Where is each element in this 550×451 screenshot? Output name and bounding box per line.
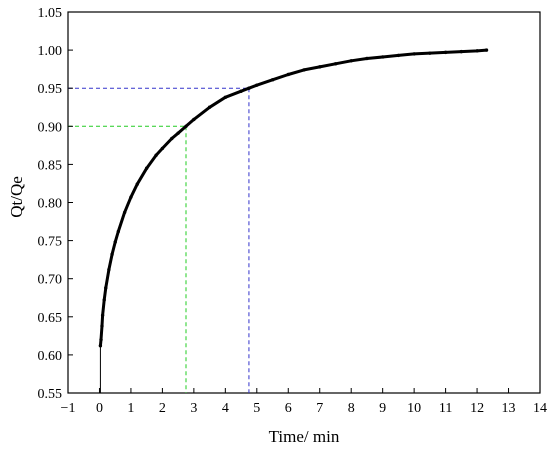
x-tick-label: 8 bbox=[348, 401, 355, 416]
series-line bbox=[98, 48, 488, 348]
x-tick-label: 10 bbox=[407, 401, 421, 416]
data-point bbox=[443, 50, 448, 55]
data-point bbox=[318, 65, 322, 69]
data-point bbox=[475, 49, 479, 53]
data-point bbox=[207, 105, 212, 109]
data-point bbox=[302, 68, 306, 72]
data-point bbox=[412, 52, 416, 56]
data-point bbox=[129, 195, 133, 199]
x-tick-label: 9 bbox=[379, 401, 386, 416]
y-tick-label: 0.55 bbox=[38, 387, 63, 402]
data-point bbox=[98, 344, 103, 348]
data-point bbox=[270, 78, 275, 82]
data-point bbox=[192, 117, 196, 122]
data-point bbox=[176, 131, 180, 135]
x-tick-label: 14 bbox=[533, 401, 547, 416]
data-point bbox=[349, 59, 353, 63]
data-point bbox=[144, 166, 149, 170]
data-point bbox=[247, 86, 251, 90]
data-point bbox=[428, 51, 432, 55]
data-point bbox=[255, 83, 259, 87]
x-tick-label: 12 bbox=[470, 401, 484, 416]
x-tick-label: 11 bbox=[439, 401, 452, 416]
x-tick-label: 2 bbox=[159, 401, 166, 416]
data-point bbox=[459, 49, 464, 54]
y-tick-label: 1.05 bbox=[38, 6, 63, 21]
y-tick-label: 0.60 bbox=[38, 349, 63, 364]
data-point bbox=[100, 313, 105, 317]
data-point bbox=[333, 62, 338, 66]
data-point bbox=[184, 124, 188, 128]
x-tick-label: 5 bbox=[253, 401, 260, 416]
x-tick-label: 7 bbox=[316, 401, 323, 416]
data-point bbox=[380, 55, 385, 59]
y-tick-label: 0.95 bbox=[38, 82, 63, 97]
data-point bbox=[365, 56, 369, 61]
y-tick-label: 0.75 bbox=[38, 235, 63, 250]
x-tick-label: 1 bbox=[127, 401, 134, 416]
data-point bbox=[396, 53, 401, 58]
data-point bbox=[113, 240, 117, 244]
data-point bbox=[286, 72, 290, 77]
y-tick-label: 0.80 bbox=[38, 197, 63, 212]
x-axis-title: Time/ min bbox=[269, 427, 340, 446]
data-point bbox=[160, 146, 165, 151]
data-point bbox=[104, 286, 108, 290]
data-point bbox=[110, 252, 114, 257]
x-tick-label: 3 bbox=[190, 401, 197, 416]
data-point bbox=[100, 324, 104, 328]
y-tick-label: 0.70 bbox=[38, 273, 63, 288]
data-point bbox=[102, 298, 106, 302]
data-point bbox=[116, 229, 121, 234]
data-point bbox=[484, 48, 489, 52]
y-tick-label: 0.65 bbox=[38, 311, 63, 326]
y-tick-label: 1.00 bbox=[38, 44, 63, 59]
data-point bbox=[239, 89, 243, 93]
x-tick-label: −1 bbox=[61, 401, 76, 416]
y-axis-title: Qt/Qe bbox=[7, 176, 26, 218]
data-point bbox=[223, 95, 228, 100]
data-point bbox=[154, 153, 158, 157]
y-tick-label: 0.90 bbox=[38, 120, 63, 135]
data-point bbox=[135, 182, 139, 186]
y-tick-label: 0.85 bbox=[38, 158, 63, 173]
data-point bbox=[107, 267, 111, 272]
x-tick-label: 0 bbox=[96, 401, 103, 416]
data-point bbox=[99, 337, 103, 342]
data-point bbox=[122, 210, 127, 215]
x-tick-label: 4 bbox=[222, 401, 229, 416]
x-tick-label: 13 bbox=[502, 401, 516, 416]
data-point bbox=[170, 136, 174, 141]
x-tick-label: 6 bbox=[285, 401, 292, 416]
